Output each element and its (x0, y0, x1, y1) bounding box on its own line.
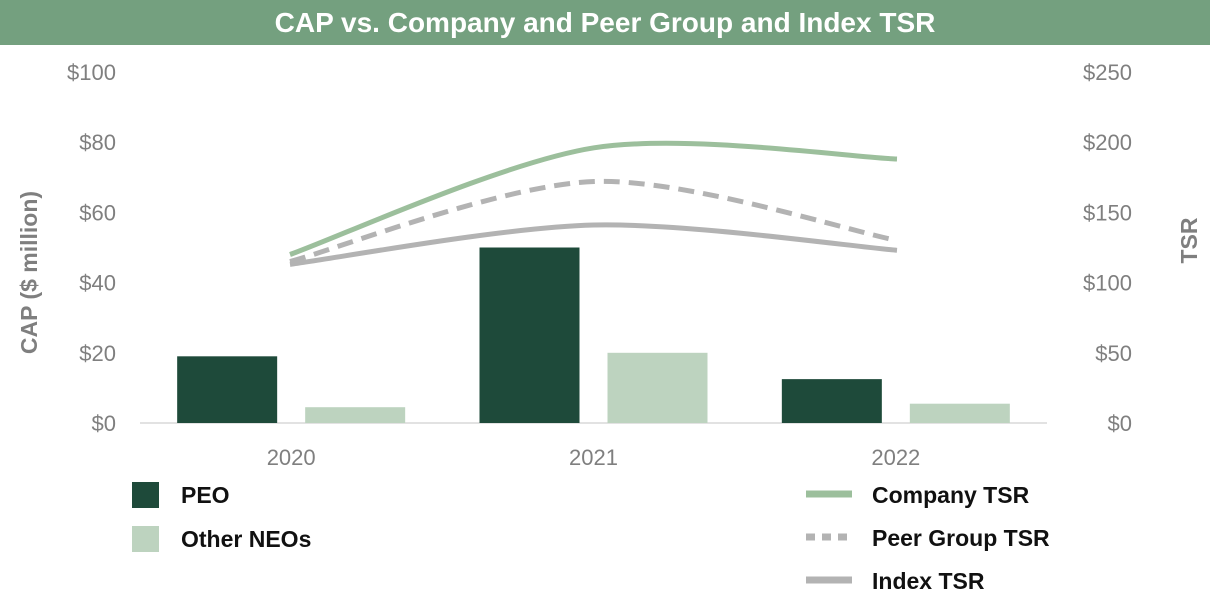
x-tick-label: 2021 (569, 445, 618, 470)
y-tick-label: $20 (79, 341, 116, 366)
bar-peo-2021 (479, 247, 580, 423)
bar-other-neos-2022 (909, 403, 1010, 423)
line-layer (289, 140, 898, 267)
x-tick-label: 2022 (871, 445, 920, 470)
x-tick-label: 2020 (267, 445, 316, 470)
bar-other-neos-2020 (305, 407, 406, 423)
chart-title: CAP vs. Company and Peer Group and Index… (274, 6, 936, 38)
legend-swatch-other-neos (132, 526, 159, 552)
label-layer: $0 $20 $40 $60 $80 $100 $0 $50 $100 $150 $200 $250 C… (16, 60, 1202, 470)
y2-tick-label: $250 (1083, 60, 1132, 85)
legend-swatch-peo (132, 482, 159, 508)
legend: PEO Other NEOs Company TSR Peer Group TSR In… (132, 482, 1050, 594)
legend-label-other-neos: Other NEOs (181, 526, 311, 552)
y2-tick-label: $0 (1108, 411, 1132, 436)
y2-tick-label: $50 (1095, 341, 1132, 366)
bar-layer (177, 247, 1010, 423)
legend-label-index-tsr: Index TSR (872, 568, 985, 594)
title-bar: CAP vs. Company and Peer Group and Index… (0, 0, 1210, 45)
legend-label-company-tsr: Company TSR (872, 482, 1030, 508)
line-index-tsr (289, 222, 898, 267)
y-tick-label: $60 (79, 200, 116, 225)
y2-axis-title: TSR (1176, 217, 1202, 263)
y-tick-label: $100 (67, 60, 116, 85)
y2-tick-label: $100 (1083, 271, 1132, 296)
y2-tick-label: $200 (1083, 130, 1132, 155)
y-tick-label: $40 (79, 271, 116, 296)
y2-tick-label: $150 (1083, 200, 1132, 225)
y-tick-label: $0 (92, 411, 116, 436)
bar-other-neos-2021 (607, 352, 708, 423)
line-peer-group-tsr (289, 178, 898, 264)
legend-label-peo: PEO (181, 482, 230, 508)
line-company-tsr (289, 140, 898, 257)
legend-label-peer-group-tsr: Peer Group TSR (872, 525, 1050, 551)
bar-peo-2020 (177, 356, 278, 423)
y-axis-title: CAP ($ million) (16, 191, 42, 354)
y-tick-label: $80 (79, 130, 116, 155)
bar-peo-2022 (781, 379, 882, 423)
